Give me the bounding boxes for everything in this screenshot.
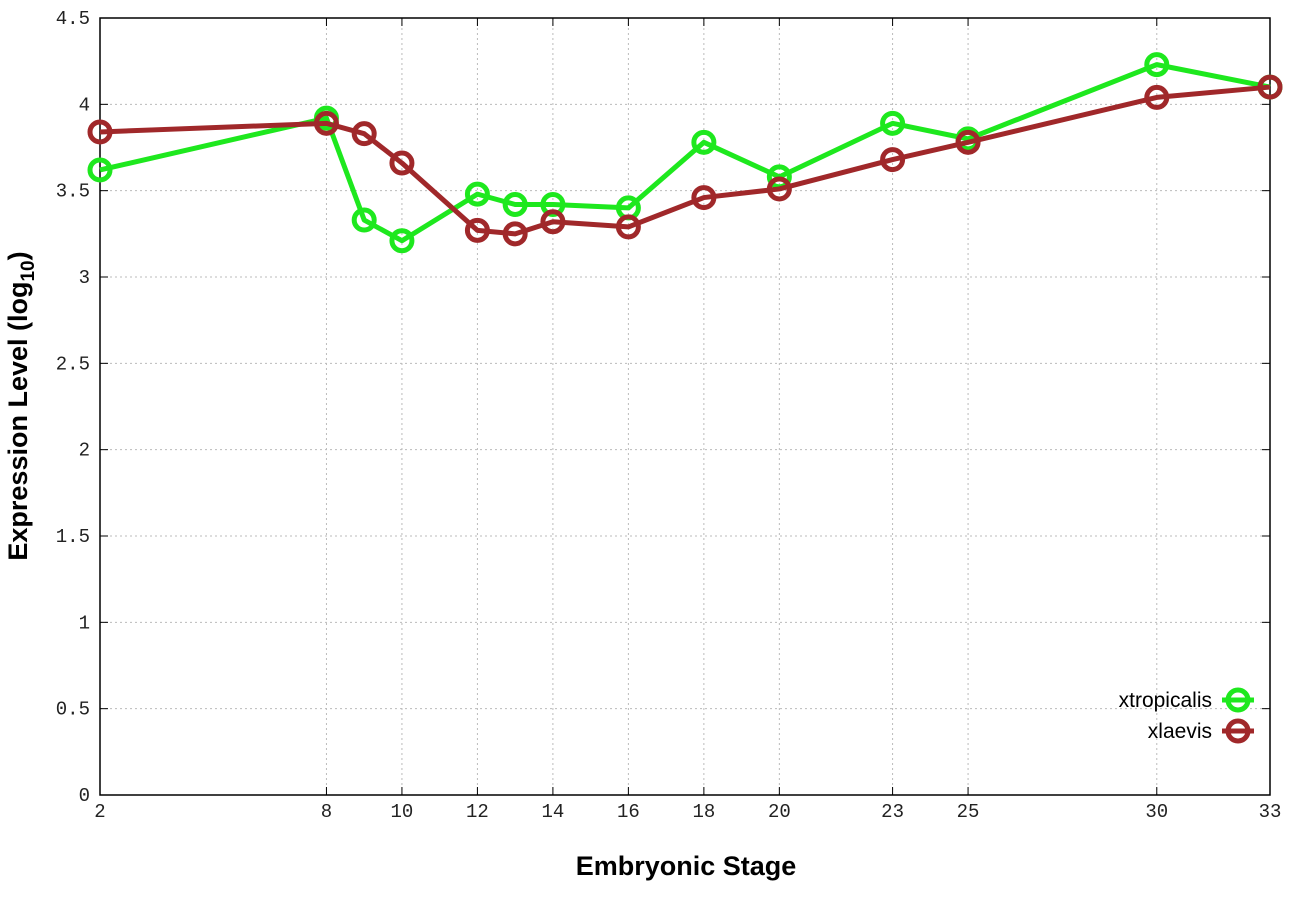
data-point-xtropicalis (880, 110, 906, 136)
data-point-xlaevis (389, 150, 415, 176)
legend-marker-xlaevis (1225, 718, 1251, 744)
y-tick-label: 0 (79, 785, 90, 807)
x-tick-label: 23 (881, 801, 904, 823)
ticks: 0 0.5 1 1.5 2 2.5 3 3.5 4 4.5 2 8 10 12 14 16 18 20 23 25 30… (56, 8, 1282, 823)
x-tick-label: 25 (957, 801, 980, 823)
y-tick-label: 3 (79, 267, 90, 289)
x-tick-label: 18 (692, 801, 715, 823)
data-point-xtropicalis (540, 191, 566, 217)
data-point-xtropicalis (464, 181, 490, 207)
data-point-xlaevis (880, 147, 906, 173)
x-tick-label: 10 (391, 801, 414, 823)
y-tick-label: 1 (79, 612, 90, 634)
legend-label-xtropicalis: xtropicalis (1119, 689, 1212, 712)
data-point-xtropicalis (87, 157, 113, 183)
x-tick-label: 30 (1145, 801, 1168, 823)
data-point-xlaevis (464, 217, 490, 243)
x-axis-label: Embryonic Stage (576, 851, 797, 881)
legend: xtropicalis xlaevis (1119, 687, 1254, 744)
series-line-xtropicalis (99, 62, 1271, 244)
data-point-xlaevis (615, 214, 641, 240)
y-tick-label: 3.5 (56, 181, 90, 203)
y-tick-label: 0.5 (56, 699, 90, 721)
y-tick-label: 4 (79, 94, 90, 116)
data-point-xlaevis (691, 185, 717, 211)
y-axis-label: Expression Level (log10) (3, 251, 39, 560)
data-point-xlaevis (502, 221, 528, 247)
x-tick-label: 14 (541, 801, 564, 823)
data-point-xlaevis (955, 129, 981, 155)
data-point-xlaevis (351, 121, 377, 147)
data-point-xlaevis (766, 176, 792, 202)
x-tick-label: 16 (617, 801, 640, 823)
y-tick-label: 2.5 (56, 353, 90, 375)
grid (100, 18, 1270, 795)
data-point-xtropicalis (351, 207, 377, 233)
plot-frame (99, 17, 1271, 796)
data-point-xlaevis (1257, 74, 1283, 100)
data-point-xtropicalis (502, 191, 528, 217)
data-point-xtropicalis (1144, 52, 1170, 78)
data-point-xtropicalis (389, 228, 415, 254)
y-tick-label: 1.5 (56, 526, 90, 548)
data-point-xlaevis (313, 110, 339, 136)
x-tick-label: 20 (768, 801, 791, 823)
series (87, 52, 1283, 254)
legend-label-xlaevis: xlaevis (1148, 720, 1212, 743)
legend-marker-xtropicalis (1225, 687, 1251, 713)
data-point-xlaevis (87, 119, 113, 145)
x-tick-label: 8 (321, 801, 332, 823)
data-point-xlaevis (1144, 84, 1170, 110)
y-tick-label: 4.5 (56, 8, 90, 30)
x-tick-label: 2 (94, 801, 105, 823)
x-tick-label: 33 (1259, 801, 1282, 823)
data-point-xlaevis (540, 209, 566, 235)
data-point-xtropicalis (691, 129, 717, 155)
x-tick-label: 12 (466, 801, 489, 823)
y-tick-label: 2 (79, 440, 90, 462)
